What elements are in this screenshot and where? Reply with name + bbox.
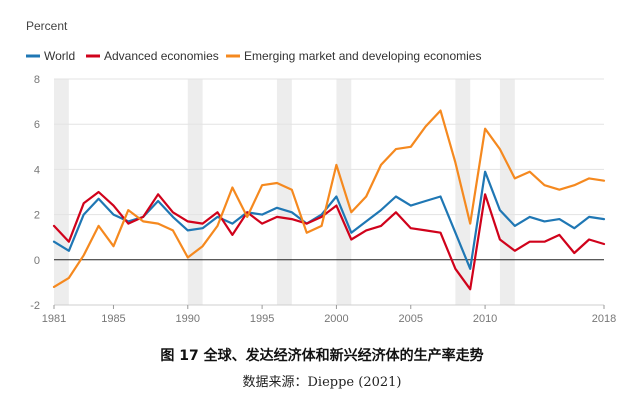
y-tick-labels: -2 0 2 4 6 8: [30, 74, 40, 312]
x-tick-label-2005: 2005: [399, 313, 423, 325]
x-tick-label-1981: 1981: [42, 313, 66, 325]
x-tick-labels: 1981 1985 1990 1995 2000 2005 2010 2018: [42, 305, 616, 325]
y-tick-label-2: 2: [34, 210, 40, 222]
shaded-period-2: [276, 79, 292, 305]
shaded-period-1: [187, 79, 203, 305]
x-tick-label-1990: 1990: [176, 313, 200, 325]
series-line-1: [52, 190, 606, 291]
data-source: 数据来源：Dieppe (2021): [243, 375, 402, 390]
shaded-periods: [54, 79, 515, 305]
legend-label-0: World: [44, 49, 75, 63]
legend-label-1: Advanced economies: [104, 49, 219, 63]
figure-caption: 图 17 全球、发达经济体和新兴经济体的生产率走势: [160, 347, 483, 364]
y-axis-label: Percent: [26, 19, 68, 33]
legend: World Advanced economies Emerging market a…: [26, 49, 481, 63]
x-tick-label-1985: 1985: [101, 313, 125, 325]
x-tick-label-2018: 2018: [592, 313, 616, 325]
x-tick-label-2010: 2010: [473, 313, 497, 325]
y-tick-label-4: 4: [34, 164, 40, 176]
x-tick-label-2000: 2000: [324, 313, 348, 325]
y-tick-label-8: 8: [34, 74, 40, 86]
shaded-period-5: [499, 79, 515, 305]
y-tick-label--2: -2: [30, 300, 40, 312]
series-lines: [52, 109, 606, 291]
series-line-2: [52, 109, 606, 288]
x-tick-label-1995: 1995: [250, 313, 274, 325]
y-tick-label-6: 6: [34, 119, 40, 131]
legend-label-2: Emerging market and developing economies: [244, 49, 481, 63]
shaded-period-0: [54, 79, 69, 305]
y-tick-label-0: 0: [34, 255, 40, 267]
